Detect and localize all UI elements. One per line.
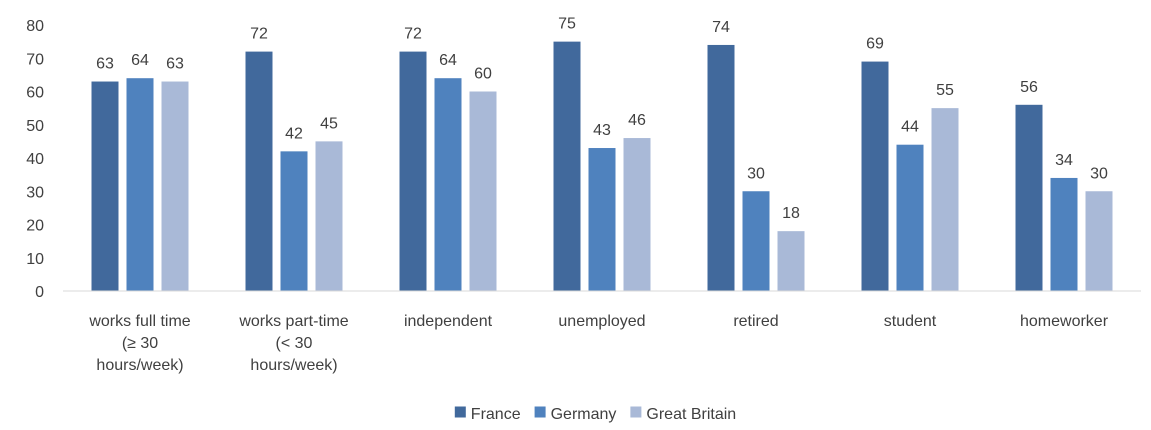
legend-swatch: [454, 406, 466, 418]
legend-label: Great Britain: [646, 406, 736, 423]
bar-great-britain: [931, 108, 959, 291]
category-label: retired: [733, 313, 778, 330]
bar-germany: [126, 78, 154, 291]
data-label: 72: [404, 26, 422, 43]
bar-france: [1015, 104, 1043, 291]
bar-germany: [896, 144, 924, 291]
data-label: 60: [474, 66, 492, 83]
data-label: 30: [747, 165, 765, 182]
legend-item-france: France: [454, 406, 521, 423]
legend-item-great-britain: Great Britain: [630, 406, 736, 423]
y-tick-label: 10: [26, 251, 44, 268]
legend-swatch: [630, 406, 642, 418]
data-label: 64: [131, 52, 149, 69]
data-label: 56: [1020, 79, 1038, 96]
legend: France Germany Great Britain: [454, 406, 736, 423]
data-label: 63: [96, 56, 114, 73]
bar-france: [861, 61, 889, 292]
data-label: 74: [712, 19, 730, 36]
data-labels: 63 72 72 75 74 69 56 64 42 64 43 30 44 34 63 45 60 46 18 55…: [96, 16, 1108, 223]
y-tick-label: 40: [26, 151, 44, 168]
bar-france: [553, 41, 581, 291]
bar-great-britain: [161, 81, 189, 292]
bar-great-britain: [777, 231, 805, 291]
data-label: 55: [936, 82, 954, 99]
category-label: unemployed: [558, 313, 645, 330]
data-label: 43: [593, 122, 611, 139]
data-label: 44: [901, 119, 919, 136]
data-label: 30: [1090, 165, 1108, 182]
data-label: 64: [439, 52, 457, 69]
bars: [91, 41, 1113, 292]
legend-swatch: [534, 406, 546, 418]
legend-label: Germany: [551, 406, 617, 423]
data-label: 46: [628, 112, 646, 129]
category-label: independent: [404, 313, 493, 330]
bar-france: [399, 51, 427, 291]
bar-great-britain: [315, 141, 343, 291]
data-label: 34: [1055, 152, 1073, 169]
y-tick-label: 30: [26, 184, 44, 201]
data-label: 18: [782, 205, 800, 222]
category-label: works part-time (< 30 hours/week): [238, 313, 348, 374]
bar-germany: [588, 148, 616, 291]
y-tick-label: 60: [26, 85, 44, 102]
legend-label: France: [471, 406, 521, 423]
bar-great-britain: [623, 138, 651, 291]
data-label: 72: [250, 26, 268, 43]
y-tick-label: 20: [26, 218, 44, 235]
bar-france: [245, 51, 273, 291]
y-tick-label: 80: [26, 18, 44, 35]
category-label: works full time (≥ 30 hours/week): [88, 313, 190, 374]
bar-france: [707, 44, 735, 292]
category-label: student: [884, 313, 937, 330]
bar-germany: [1050, 177, 1078, 291]
x-axis: works full time (≥ 30 hours/week) works par…: [88, 313, 1108, 374]
y-tick-label: 50: [26, 118, 44, 135]
legend-item-germany: Germany: [534, 406, 617, 423]
bar-germany: [434, 78, 462, 291]
category-label: homeworker: [1020, 313, 1109, 330]
bar-great-britain: [1085, 191, 1113, 291]
data-label: 75: [558, 16, 576, 33]
data-label: 42: [285, 125, 303, 142]
data-label: 69: [866, 36, 884, 53]
data-label: 45: [320, 115, 338, 132]
y-axis: 0 10 20 30 40 50 60 70 80: [26, 18, 44, 301]
y-tick-label: 0: [35, 284, 44, 301]
bar-germany: [742, 191, 770, 291]
bar-great-britain: [469, 91, 497, 291]
bar-germany: [280, 151, 308, 291]
bar-france: [91, 81, 119, 292]
data-label: 63: [166, 56, 184, 73]
y-tick-label: 70: [26, 51, 44, 68]
